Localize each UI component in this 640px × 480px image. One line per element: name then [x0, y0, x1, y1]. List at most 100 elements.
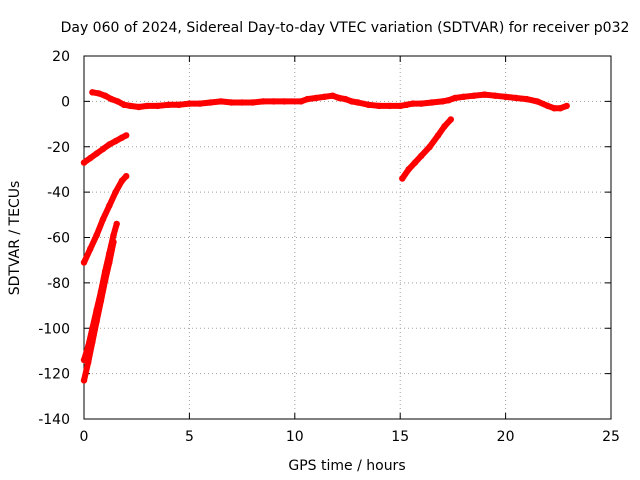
x-tick-label: 0 — [80, 429, 89, 445]
data-point — [411, 159, 419, 166]
data-point — [409, 100, 416, 107]
data-point — [106, 202, 113, 209]
data-point — [297, 98, 305, 105]
x-tick-label: 15 — [391, 429, 409, 445]
data-point — [550, 105, 558, 112]
data-point — [335, 94, 343, 102]
data-point — [386, 102, 393, 110]
data-point — [80, 159, 88, 166]
data-point — [348, 98, 355, 105]
data-point — [85, 359, 92, 366]
data-series — [80, 89, 570, 384]
data-point — [428, 99, 435, 106]
y-tick-label: -20 — [47, 140, 70, 156]
data-point — [113, 220, 120, 228]
data-point — [87, 154, 94, 162]
data-point — [470, 92, 478, 99]
data-point — [441, 123, 448, 130]
data-point — [118, 177, 126, 184]
series-arc_start_-123 — [80, 238, 117, 384]
data-point — [397, 102, 404, 110]
y-tick-label: 20 — [52, 49, 70, 65]
data-point — [418, 152, 425, 159]
data-point — [563, 102, 570, 110]
data-point — [87, 245, 94, 252]
data-point — [557, 105, 564, 112]
x-tick-label: 25 — [602, 429, 620, 445]
data-point — [249, 99, 256, 106]
chart-title: Day 060 of 2024, Sidereal Day-to-day VTE… — [61, 20, 630, 36]
data-point — [342, 95, 349, 103]
data-point — [108, 95, 115, 103]
data-point — [304, 95, 311, 103]
data-point — [312, 94, 320, 102]
data-point — [321, 93, 328, 101]
data-point — [101, 92, 109, 99]
data-point — [451, 94, 459, 102]
data-point — [112, 137, 119, 145]
data-point — [93, 318, 100, 325]
data-point — [106, 141, 113, 148]
data-point — [154, 102, 161, 110]
data-point — [260, 98, 267, 105]
data-point — [238, 99, 246, 106]
axis-ticks: 0 5 10 15 20 25 -140 -120 -100 -80 -60 -40 -20 0 20 — [38, 49, 620, 445]
y-tick-label: -80 — [47, 276, 70, 292]
data-point — [99, 216, 107, 223]
x-tick-label: 5 — [185, 429, 194, 445]
data-point — [502, 93, 509, 101]
series-main_near_zero — [89, 89, 570, 112]
data-point — [534, 98, 541, 105]
series-arc_start_-27 — [80, 132, 130, 166]
data-point — [120, 101, 128, 109]
data-point — [439, 98, 446, 105]
data-point — [403, 101, 410, 109]
x-tick-label: 10 — [286, 429, 304, 445]
series-arc_start_-34 — [399, 116, 454, 182]
data-point — [207, 99, 214, 106]
data-point — [101, 277, 109, 284]
y-tick-label: -120 — [38, 367, 70, 383]
data-point — [135, 103, 142, 111]
data-point — [405, 166, 412, 173]
data-point — [491, 92, 499, 99]
data-point — [80, 259, 88, 266]
data-point — [434, 132, 442, 139]
data-point — [270, 98, 277, 105]
data-point — [93, 232, 100, 239]
data-point — [544, 102, 551, 110]
data-point — [375, 102, 383, 110]
y-axis-label: SDTVAR / TECUs — [7, 181, 23, 296]
x-axis-label: GPS time / hours — [288, 458, 405, 474]
data-point — [217, 98, 225, 105]
data-point — [399, 175, 406, 182]
data-point — [123, 173, 130, 180]
data-point — [110, 238, 117, 246]
data-point — [523, 95, 530, 103]
data-point — [112, 188, 119, 196]
y-tick-label: -100 — [38, 321, 70, 337]
grid-lines — [84, 56, 611, 419]
y-tick-label: 0 — [61, 94, 70, 110]
data-point — [89, 89, 96, 96]
data-point — [123, 132, 130, 139]
data-point — [196, 100, 204, 107]
data-point — [80, 377, 88, 384]
data-point — [426, 143, 433, 150]
data-point — [186, 100, 193, 107]
data-point — [228, 99, 235, 106]
data-point — [97, 297, 105, 305]
data-point — [418, 100, 425, 107]
data-point — [447, 116, 454, 123]
y-tick-label: -140 — [38, 412, 70, 428]
data-point — [281, 98, 288, 105]
y-tick-label: -60 — [47, 231, 70, 247]
data-point — [354, 99, 362, 106]
data-point — [89, 338, 96, 346]
data-point — [445, 97, 452, 104]
data-point — [460, 93, 467, 101]
data-point — [127, 102, 134, 110]
y-tick-label: -40 — [47, 185, 70, 201]
